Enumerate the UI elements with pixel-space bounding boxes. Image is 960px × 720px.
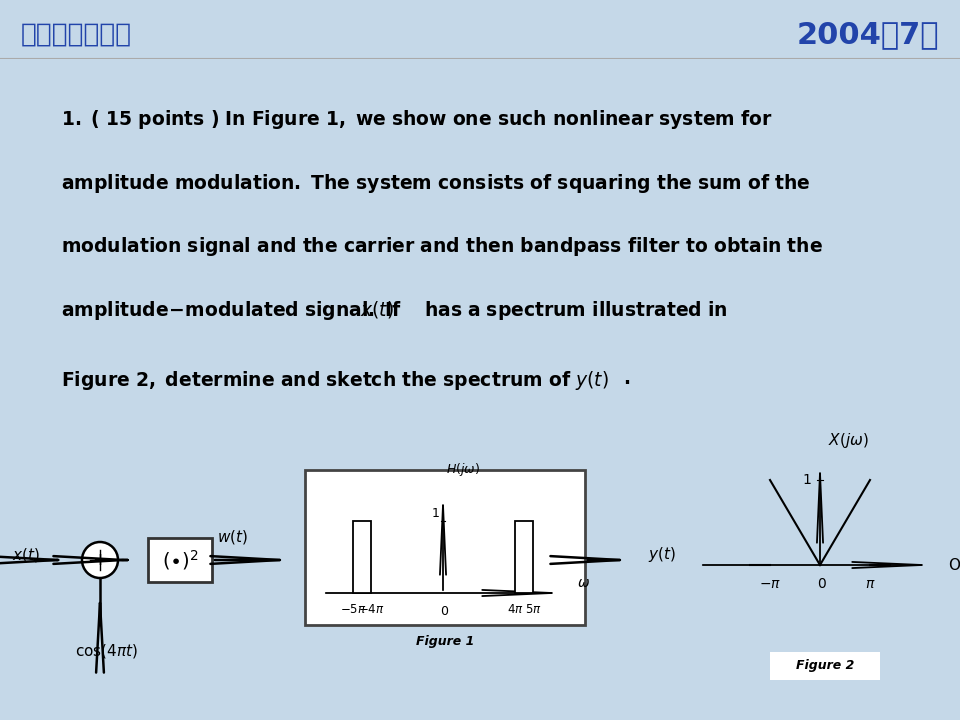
Text: $x(t)$: $x(t)$: [12, 546, 40, 564]
FancyBboxPatch shape: [148, 538, 212, 582]
Polygon shape: [515, 521, 533, 593]
Text: $\mathbf{.}$: $\mathbf{.}$: [623, 369, 631, 388]
Text: $\mathbf{has \ a \ spectrum \ illustrated \ in}$: $\mathbf{has \ a \ spectrum \ illustrate…: [423, 300, 728, 323]
FancyBboxPatch shape: [305, 470, 585, 625]
Text: $+$: $+$: [92, 551, 108, 569]
Text: $X(j\omega)$: $X(j\omega)$: [828, 431, 869, 450]
Polygon shape: [353, 521, 371, 593]
Text: 信号与系统试卷: 信号与系统试卷: [21, 22, 132, 48]
Text: $y(t)$: $y(t)$: [575, 369, 609, 392]
Text: $\pi$: $\pi$: [865, 577, 876, 591]
Ellipse shape: [82, 542, 118, 578]
Text: $\cos(4\pi t)$: $\cos(4\pi t)$: [75, 642, 138, 660]
Text: $\mathbf{1. \ ( \ 15 \ points \ ) \ In \ Figure \ 1, \ we \ show \ one \ such \ : $\mathbf{1. \ ( \ 15 \ points \ ) \ In \…: [61, 108, 773, 131]
Text: Figure 1: Figure 1: [416, 635, 474, 648]
Text: $x(t)$: $x(t)$: [360, 300, 395, 320]
Text: $\mathbf{amplitude \ modulation. \ The \ system \ consists \ of \ squaring \ the: $\mathbf{amplitude \ modulation. \ The \…: [61, 171, 811, 194]
Text: $-4\pi$: $-4\pi$: [358, 603, 384, 616]
Text: O: O: [948, 557, 960, 572]
Text: $-\pi$: $-\pi$: [759, 577, 781, 591]
Text: $-5\pi$: $-5\pi$: [340, 603, 367, 616]
Text: $\mathbf{amplitude\!-\!modulated \ signal. \ If}$: $\mathbf{amplitude\!-\!modulated \ signa…: [61, 300, 402, 323]
Text: $1$: $1$: [803, 473, 812, 487]
Text: $0$: $0$: [817, 577, 827, 591]
Text: $H(j\omega)$: $H(j\omega)$: [446, 461, 480, 478]
Text: Figure 2: Figure 2: [796, 660, 854, 672]
Text: $1$: $1$: [431, 507, 440, 520]
Text: $0$: $0$: [441, 605, 449, 618]
Text: $5\pi$: $5\pi$: [525, 603, 541, 616]
Text: $\mathbf{modulation \ signal \ and \ the \ carrier \ and \ then \ bandpass \ fil: $\mathbf{modulation \ signal \ and \ the…: [61, 235, 824, 258]
Text: $(\bullet)^2$: $(\bullet)^2$: [161, 548, 199, 572]
Text: $w(t)$: $w(t)$: [217, 528, 248, 546]
Text: $\mathbf{Figure \ 2, \ determine \ and \ sketch \ the \ spectrum \ of}$: $\mathbf{Figure \ 2, \ determine \ and \…: [61, 369, 572, 392]
FancyBboxPatch shape: [770, 652, 880, 680]
Text: $y(t)$: $y(t)$: [648, 546, 676, 564]
Text: 2004年7月: 2004年7月: [797, 19, 939, 49]
Text: $4\pi$: $4\pi$: [507, 603, 523, 616]
Text: $\omega$: $\omega$: [577, 576, 590, 590]
